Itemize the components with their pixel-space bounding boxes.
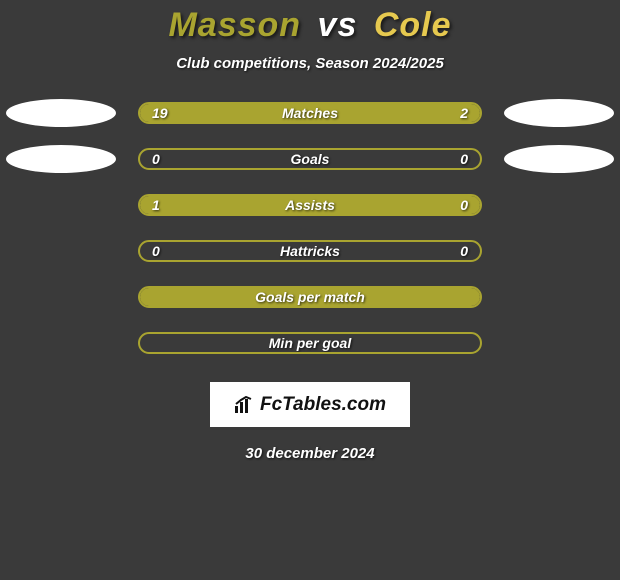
stat-bar: Assists1 0 xyxy=(138,194,482,216)
player1-ellipse xyxy=(6,145,116,173)
stat-value-right: 0 xyxy=(460,196,468,214)
comparison-card: Masson vs Cole Club competitions, Season… xyxy=(0,0,620,462)
stat-value-right: 0 xyxy=(460,150,468,168)
page-title: Masson vs Cole xyxy=(168,6,451,45)
stat-label: Goals xyxy=(140,150,480,168)
date-text: 30 december 2024 xyxy=(245,445,374,462)
stat-value-right: 2 xyxy=(460,104,468,122)
stat-bar: Goals0 0 xyxy=(138,148,482,170)
stat-value-right: 0 xyxy=(460,242,468,260)
stat-value-left: 0 xyxy=(152,242,160,260)
stat-label: Goals per match xyxy=(140,288,480,306)
stat-value-left: 19 xyxy=(152,104,168,122)
player1-name: Masson xyxy=(168,6,301,44)
logo-text: FcTables.com xyxy=(260,394,386,416)
vs-text: vs xyxy=(318,6,358,44)
stat-label: Hattricks xyxy=(140,242,480,260)
stat-bar: Hattricks0 0 xyxy=(138,240,482,262)
player2-ellipse xyxy=(504,99,614,127)
stat-label: Matches xyxy=(140,104,480,122)
stat-row: Min per goal xyxy=(0,332,620,354)
stat-label: Assists xyxy=(140,196,480,214)
stat-bar: Min per goal xyxy=(138,332,482,354)
subtitle: Club competitions, Season 2024/2025 xyxy=(176,55,444,72)
stat-row: Goals per match xyxy=(0,286,620,308)
stat-bars-list: Matches192Goals00Assists10Hattricks00Goa… xyxy=(0,102,620,378)
stat-value-left: 1 xyxy=(152,196,160,214)
stat-label: Min per goal xyxy=(140,334,480,352)
stat-value-left: 0 xyxy=(152,150,160,168)
stat-row: Matches19 2 xyxy=(0,102,620,124)
logo: FcTables.com xyxy=(234,394,386,416)
player2-name: Cole xyxy=(374,6,452,44)
player2-ellipse xyxy=(504,145,614,173)
player1-ellipse xyxy=(6,99,116,127)
logo-box: FcTables.com xyxy=(210,382,410,427)
stat-row: Goals0 0 xyxy=(0,148,620,170)
stat-bar: Matches19 2 xyxy=(138,102,482,124)
stat-row: Assists1 0 xyxy=(0,194,620,216)
stat-row: Hattricks0 0 xyxy=(0,240,620,262)
chart-icon xyxy=(234,396,256,414)
stat-bar: Goals per match xyxy=(138,286,482,308)
